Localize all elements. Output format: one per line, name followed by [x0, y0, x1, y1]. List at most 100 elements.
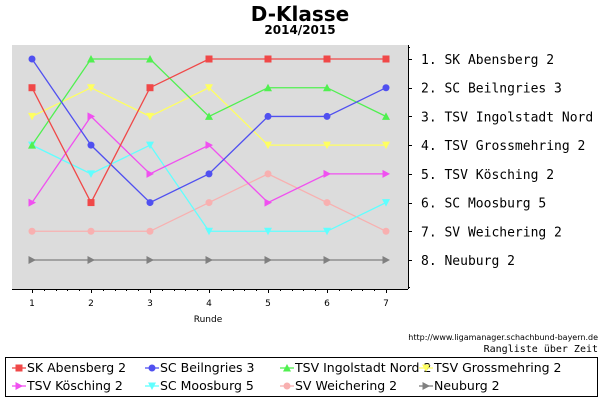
- data-point: [87, 84, 95, 92]
- x-axis-label: Runde: [194, 315, 223, 325]
- data-point: [323, 227, 331, 236]
- x-tick-label: 3: [147, 299, 153, 309]
- data-point: [87, 227, 95, 235]
- legend-label: SV Weichering 2: [295, 378, 398, 393]
- data-point: [146, 256, 154, 264]
- chart-note: Rangliste über Zeit: [483, 344, 598, 355]
- data-point: [28, 55, 36, 63]
- data-point: [323, 199, 331, 207]
- legend-label: TSV Ingolstadt Nord 2: [295, 360, 432, 375]
- legend-swatch: [145, 382, 159, 390]
- data-point: [382, 227, 390, 235]
- data-point: [28, 227, 36, 235]
- legend-marker: [283, 382, 291, 390]
- rank-label: 2. SC Beilngries 3: [421, 82, 562, 97]
- series-4: [28, 84, 390, 150]
- rank-label: 5. TSV Kösching 2: [421, 168, 554, 183]
- data-point: [146, 199, 154, 207]
- legend-label: SC Moosburg 5: [160, 378, 254, 393]
- data-point: [28, 256, 36, 264]
- data-point: [205, 112, 213, 120]
- data-point: [146, 227, 154, 235]
- legend-marker: [15, 382, 23, 390]
- data-point: [264, 256, 272, 264]
- series-5: [28, 112, 390, 207]
- chart-title: D-Klasse: [250, 2, 350, 26]
- data-point: [323, 256, 331, 264]
- rank-label: 4. TSV Grossmehring 2: [421, 139, 585, 154]
- series-6: [28, 141, 390, 236]
- legend: SK Abensberg 2 SC Beilngries 3 TSV Ingolst…: [5, 357, 598, 397]
- data-point: [382, 112, 390, 120]
- data-point: [205, 55, 213, 63]
- data-point: [28, 198, 36, 207]
- data-point: [87, 199, 95, 207]
- data-point: [323, 112, 331, 120]
- series-1: [28, 55, 390, 207]
- x-tick-label: 2: [88, 299, 94, 309]
- legend-label: TSV Grossmehring 2: [434, 360, 562, 375]
- x-tick-label: 6: [324, 299, 330, 309]
- data-point: [28, 112, 36, 121]
- data-point: [382, 199, 390, 207]
- legend-marker: [148, 364, 156, 372]
- legend-marker: [422, 364, 430, 372]
- data-point: [323, 83, 331, 92]
- legend-swatch: [12, 364, 26, 372]
- data-point: [382, 55, 390, 63]
- data-point: [28, 141, 36, 149]
- data-point: [205, 141, 213, 150]
- legend-label: SK Abensberg 2: [27, 360, 127, 375]
- legend-swatch: [145, 364, 159, 372]
- rank-label: 7. SV Weichering 2: [421, 225, 562, 240]
- legend-label: Neuburg 2: [434, 378, 500, 393]
- legend-swatch: [280, 382, 294, 390]
- series-3: [28, 55, 390, 149]
- data-point: [205, 227, 213, 236]
- data-point: [28, 84, 36, 92]
- data-point: [146, 169, 154, 178]
- data-point: [264, 112, 272, 120]
- data-point: [87, 55, 95, 63]
- legend-marker: [422, 382, 430, 390]
- data-point: [205, 84, 213, 92]
- data-point: [264, 83, 272, 92]
- data-point: [205, 199, 213, 207]
- data-point: [87, 256, 95, 264]
- x-tick-label: 4: [206, 299, 212, 309]
- data-point: [205, 256, 213, 264]
- data-point: [264, 55, 272, 63]
- data-point: [264, 170, 272, 178]
- legend-marker: [283, 364, 291, 372]
- source-url: http://www.ligamanager.schachbund-bayern…: [408, 333, 598, 342]
- data-point: [146, 141, 154, 150]
- plot-background: [12, 45, 408, 289]
- data-point: [146, 55, 154, 63]
- data-point: [146, 112, 154, 121]
- legend-label: SC Beilngries 3: [160, 360, 255, 375]
- legend-swatch: [280, 364, 294, 372]
- x-tick-label: 5: [265, 299, 271, 309]
- chart-subtitle: 2014/2015: [264, 23, 336, 37]
- rank-label: 8. Neuburg 2: [421, 254, 515, 269]
- data-point: [87, 170, 95, 178]
- data-point: [323, 141, 331, 150]
- data-point: [323, 55, 331, 63]
- legend-marker: [15, 364, 23, 372]
- data-point: [382, 169, 390, 178]
- data-point: [382, 84, 390, 92]
- legend-swatch: [12, 382, 26, 390]
- rank-label: 1. SK Abensberg 2: [421, 53, 554, 68]
- data-point: [264, 141, 272, 150]
- data-point: [205, 170, 213, 178]
- data-point: [264, 198, 272, 207]
- data-point: [323, 169, 331, 178]
- legend-swatch: [419, 382, 433, 390]
- x-tick-label: 7: [383, 299, 389, 309]
- series-8: [28, 256, 390, 264]
- data-point: [382, 256, 390, 264]
- series-7: [28, 170, 390, 235]
- series-2: [28, 55, 390, 207]
- data-point: [87, 141, 95, 149]
